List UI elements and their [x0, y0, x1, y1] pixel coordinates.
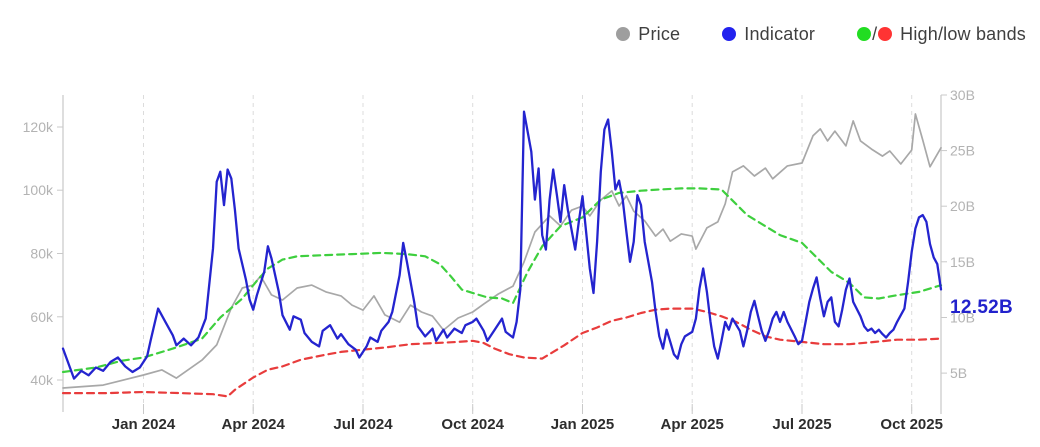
price-line — [62, 113, 942, 389]
high-band-legend-dot-icon — [857, 27, 872, 41]
x-axis-label: Apr 2025 — [661, 416, 724, 433]
low-band-line — [61, 307, 943, 398]
left-axis-label: 100k — [23, 182, 54, 198]
x-axis-label: Jul 2024 — [333, 416, 393, 433]
legend-item-high-low-bands[interactable]: / High/low bands — [857, 24, 1026, 45]
bands-legend-label: High/low bands — [900, 23, 1026, 44]
left-axis-label: 40k — [30, 372, 54, 388]
x-axis-label: Jan 2025 — [551, 416, 614, 433]
price-legend-label: Price — [638, 23, 681, 44]
left-axis-label: 120k — [23, 119, 54, 135]
left-axis-label: 60k — [30, 309, 54, 325]
legend-item-indicator[interactable]: Indicator — [722, 24, 815, 45]
right-axis-label: 15B — [950, 254, 975, 270]
legend-slash-separator: / — [872, 23, 878, 44]
right-axis-label: 25B — [950, 143, 975, 159]
right-axis-label: 20B — [950, 198, 975, 214]
indicator-legend-dot-icon — [722, 27, 737, 41]
x-axis-label: Apr 2024 — [222, 416, 286, 433]
current-value-badge: 12.52B — [950, 297, 1014, 318]
legend-item-price[interactable]: Price — [616, 24, 680, 45]
right-axis-label: 10B — [950, 310, 975, 326]
chart-legend: Price Indicator / High/low bands — [616, 22, 1026, 46]
low-band-legend-dot-icon — [878, 27, 893, 41]
right-axis-label: 30B — [950, 87, 975, 103]
indicator-legend-label: Indicator — [744, 23, 816, 44]
right-axis-label: 5B — [950, 365, 967, 381]
price-legend-dot-icon — [616, 27, 631, 41]
x-axis-label: Jul 2025 — [772, 416, 831, 433]
left-axis-label: 80k — [30, 246, 54, 262]
x-axis-label: Jan 2024 — [112, 416, 176, 433]
x-axis-label: Oct 2024 — [441, 416, 504, 433]
x-axis-label: Oct 2025 — [880, 416, 943, 433]
indicator-line — [61, 110, 943, 380]
high-band-line — [61, 187, 943, 374]
